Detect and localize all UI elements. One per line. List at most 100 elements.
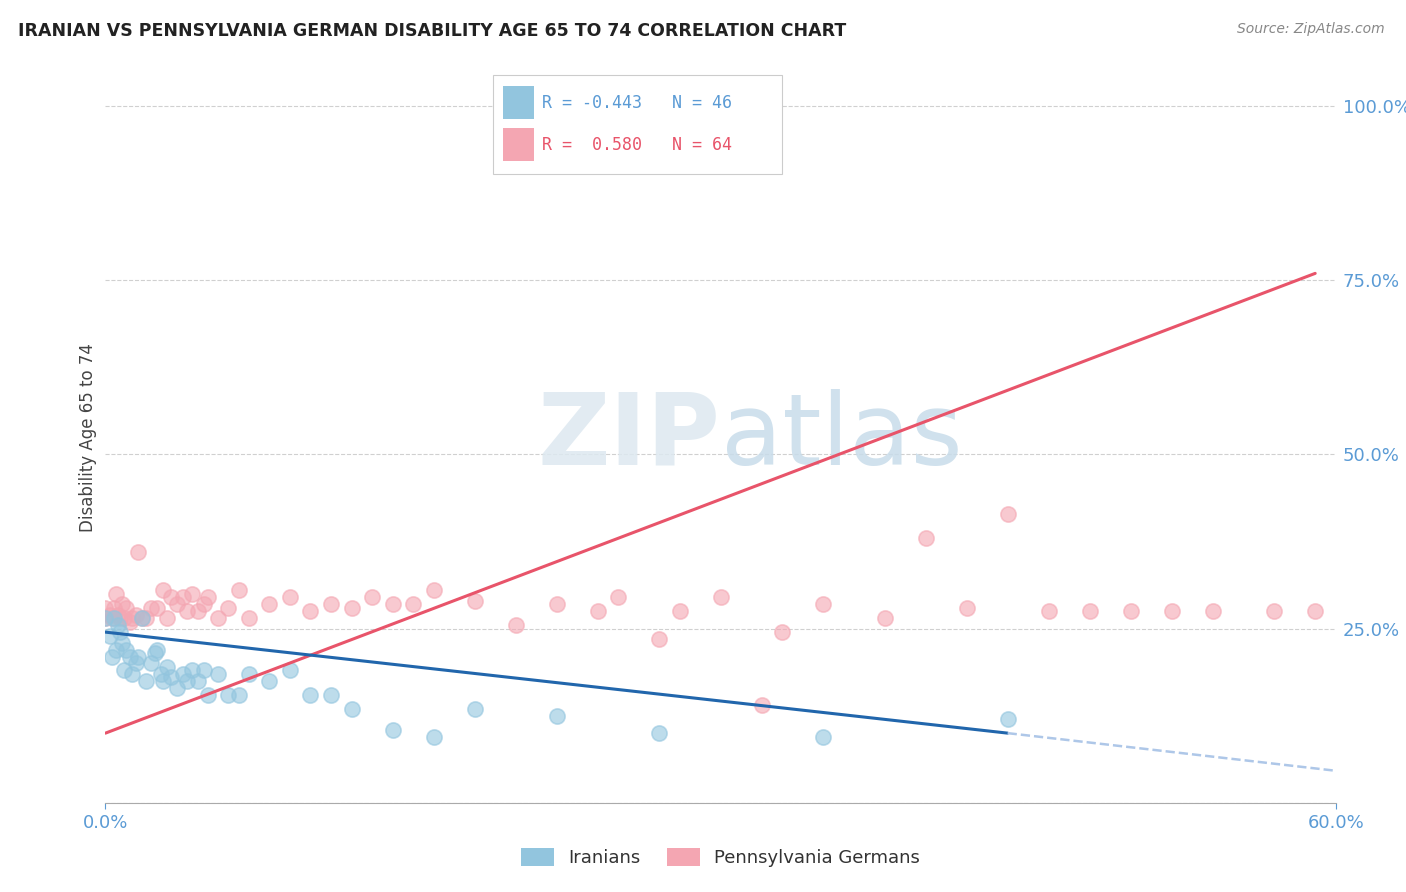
Point: [176, 604, 198, 618]
Point: [149, 667, 172, 681]
Point: [172, 591, 194, 605]
Point: [115, 642, 138, 657]
Point: [160, 670, 183, 684]
Bar: [503, 87, 534, 120]
Point: [125, 607, 148, 622]
Point: [107, 607, 129, 622]
Point: [710, 591, 733, 605]
Point: [187, 673, 209, 688]
Point: [607, 591, 630, 605]
Point: [94, 611, 117, 625]
Point: [152, 583, 174, 598]
Point: [1119, 604, 1142, 618]
Point: [166, 681, 188, 695]
Point: [259, 597, 281, 611]
Point: [104, 642, 127, 657]
Point: [586, 604, 609, 618]
Point: [108, 611, 131, 625]
Point: [914, 531, 936, 545]
Point: [873, 611, 896, 625]
Bar: [503, 128, 534, 161]
Point: [112, 611, 135, 625]
Point: [135, 611, 157, 625]
Point: [121, 667, 143, 681]
Point: [238, 667, 260, 681]
Point: [648, 632, 671, 646]
Point: [751, 698, 773, 713]
Point: [381, 723, 404, 737]
Point: [176, 673, 198, 688]
Point: [218, 688, 240, 702]
Point: [139, 657, 162, 671]
Point: [1202, 604, 1225, 618]
Point: [956, 600, 979, 615]
Point: [103, 611, 125, 625]
Point: [464, 594, 486, 608]
Point: [464, 702, 486, 716]
Text: atlas: atlas: [721, 389, 962, 485]
Point: [94, 600, 117, 615]
Point: [100, 649, 122, 664]
Point: [121, 611, 143, 625]
Point: [278, 591, 301, 605]
Point: [278, 664, 301, 678]
Point: [98, 629, 121, 643]
Point: [1038, 604, 1060, 618]
Point: [160, 591, 183, 605]
Point: [228, 688, 250, 702]
Point: [166, 597, 188, 611]
Point: [156, 611, 179, 625]
Point: [108, 625, 131, 640]
Point: [668, 604, 690, 618]
Text: IRANIAN VS PENNSYLVANIA GERMAN DISABILITY AGE 65 TO 74 CORRELATION CHART: IRANIAN VS PENNSYLVANIA GERMAN DISABILIT…: [18, 22, 846, 40]
Point: [422, 583, 444, 598]
Point: [107, 618, 129, 632]
Point: [1303, 604, 1326, 618]
Point: [422, 730, 444, 744]
Point: [811, 730, 834, 744]
Point: [131, 611, 153, 625]
Point: [125, 657, 148, 671]
Point: [104, 587, 127, 601]
Point: [997, 712, 1019, 726]
Point: [197, 688, 219, 702]
Point: [259, 673, 281, 688]
Y-axis label: Disability Age 65 to 74: Disability Age 65 to 74: [79, 343, 97, 532]
Point: [197, 591, 219, 605]
Point: [402, 597, 425, 611]
Point: [100, 611, 122, 625]
Point: [648, 726, 671, 740]
Point: [340, 600, 363, 615]
Point: [1263, 604, 1285, 618]
Point: [546, 597, 568, 611]
Point: [997, 507, 1019, 521]
Point: [228, 583, 250, 598]
Point: [120, 649, 141, 664]
Point: [319, 688, 342, 702]
Point: [207, 667, 229, 681]
Point: [152, 673, 174, 688]
Point: [361, 591, 384, 605]
FancyBboxPatch shape: [494, 75, 782, 174]
Point: [505, 618, 527, 632]
Point: [180, 587, 202, 601]
Point: [193, 664, 215, 678]
Point: [238, 611, 260, 625]
Point: [340, 702, 363, 716]
Point: [811, 597, 834, 611]
Point: [135, 673, 157, 688]
Text: ZIP: ZIP: [537, 389, 721, 485]
Point: [145, 642, 167, 657]
Point: [94, 611, 117, 625]
Point: [145, 600, 167, 615]
Point: [156, 660, 179, 674]
Point: [180, 664, 202, 678]
Point: [1078, 604, 1101, 618]
Point: [546, 708, 568, 723]
Point: [120, 615, 141, 629]
Legend: Iranians, Pennsylvania Germans: Iranians, Pennsylvania Germans: [513, 840, 928, 874]
Text: Source: ZipAtlas.com: Source: ZipAtlas.com: [1237, 22, 1385, 37]
Point: [193, 597, 215, 611]
Text: R = -0.443   N = 46: R = -0.443 N = 46: [543, 94, 733, 112]
Point: [207, 611, 229, 625]
